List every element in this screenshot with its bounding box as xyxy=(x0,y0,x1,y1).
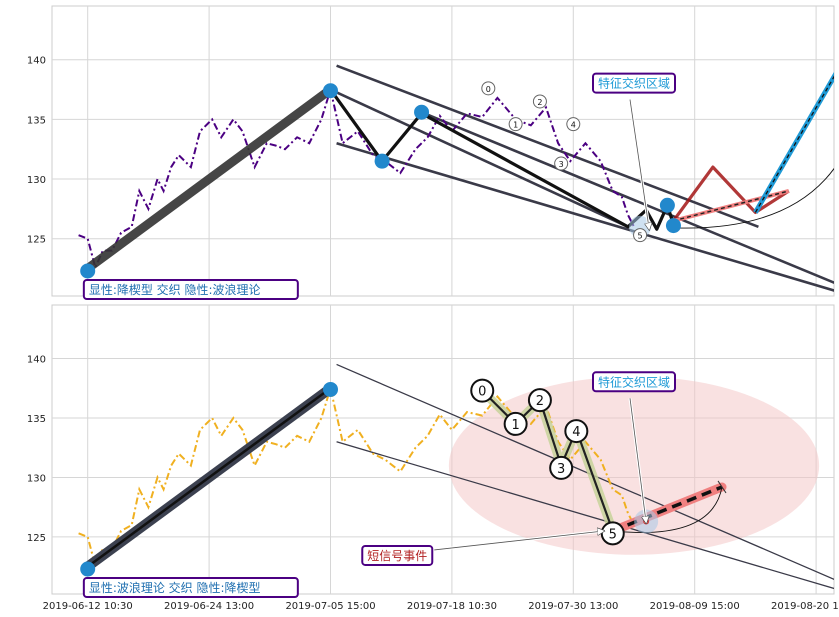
y-tick-label: 125 xyxy=(27,533,46,544)
annotation-text: 短信号事件 xyxy=(367,549,427,563)
annotation-box xyxy=(592,72,676,94)
y-tick-label: 140 xyxy=(27,355,46,366)
x-tick-label: 2019-07-30 13:00 xyxy=(528,601,618,612)
wave-count-label: 0 xyxy=(486,85,491,94)
annotation-box xyxy=(82,577,299,598)
trendline xyxy=(336,363,834,581)
wave-count-badge xyxy=(481,81,496,96)
pivot-marker xyxy=(665,218,681,234)
x-tick-label: 2019-08-09 15:00 xyxy=(650,601,740,612)
pivot-marker xyxy=(323,83,338,99)
pivot-marker xyxy=(414,104,430,120)
pivot-marker xyxy=(374,153,390,169)
y-tick-label: 140 xyxy=(27,56,46,67)
price-series-line xyxy=(78,85,635,271)
annotation-arrow xyxy=(629,99,649,230)
trendline xyxy=(421,111,834,285)
y-tick-label: 125 xyxy=(27,235,46,246)
wave-count-badge xyxy=(564,419,589,444)
wave-count-badge xyxy=(532,94,547,109)
projection-dashed-line xyxy=(673,190,789,222)
pivot-marker xyxy=(323,381,338,397)
annotation-text: 特征交织区域 xyxy=(598,76,670,91)
projection-dashed-line xyxy=(612,485,723,533)
plot-area: 0 1 2 3 4 5 xyxy=(78,64,834,292)
x-tick-label: 2019-07-05 15:00 xyxy=(285,601,375,612)
wave-count-label: 1 xyxy=(513,121,518,130)
y-tick-label: 135 xyxy=(27,414,46,425)
x-tick-label: 2019-08-20 15:00 xyxy=(771,601,839,612)
wave-count-label: 5 xyxy=(609,527,617,542)
annotation-text: 显性:降楔型 交织 隐性:波浪理论 xyxy=(89,282,261,297)
wave-count-label: 3 xyxy=(559,160,564,169)
wedge-leg xyxy=(83,85,335,274)
wave-count-label: 4 xyxy=(572,425,580,440)
annotation-arrow xyxy=(434,531,603,551)
wave-count-label: 1 xyxy=(511,418,519,433)
wave-count-badge xyxy=(549,455,574,480)
projection-zigzag-line xyxy=(672,165,790,222)
projection-cap xyxy=(717,480,727,494)
x-tick-label: 2019-06-24 13:00 xyxy=(164,601,254,612)
y-tick-label: 135 xyxy=(27,115,46,126)
target-arc xyxy=(676,167,834,229)
annotation-box xyxy=(592,371,676,393)
plot-area: 0 1 2 3 4 5 xyxy=(78,363,834,590)
y-tick-label: 130 xyxy=(27,175,46,186)
wave-count-badge xyxy=(470,378,495,403)
wave-count-label: 0 xyxy=(478,385,486,400)
wave-count-label: 2 xyxy=(536,394,544,409)
wave-count-badge xyxy=(508,117,523,132)
projection-arc xyxy=(612,486,723,533)
pivot-marker xyxy=(80,561,96,577)
pivot-marker xyxy=(80,263,96,279)
wave-count-label: 2 xyxy=(537,98,542,107)
trendline xyxy=(329,88,629,228)
wave-count-badge xyxy=(527,388,552,413)
annotation-arrow xyxy=(629,398,646,522)
pivot-marker xyxy=(659,197,675,213)
trendline xyxy=(336,141,834,292)
annotation-box xyxy=(361,544,434,566)
wave-count-badge xyxy=(554,156,569,171)
target-projection-dash xyxy=(754,75,834,213)
plot-frame xyxy=(51,5,835,297)
wave-count-label: 3 xyxy=(557,462,565,477)
annotation-box xyxy=(82,279,299,300)
annotation-text: 特征交织区域 xyxy=(598,374,670,389)
wave-count-badge xyxy=(503,411,528,436)
wave-count-badge xyxy=(633,228,648,243)
wave-count-badge xyxy=(566,117,581,132)
y-tick-label: 130 xyxy=(27,473,46,484)
x-tick-label: 2019-06-12 10:30 xyxy=(43,601,133,612)
wedge-leg-core xyxy=(86,387,332,568)
highlight-region xyxy=(448,376,820,555)
wave-count-label: 5 xyxy=(638,232,643,241)
annotation-text: 显性:波浪理论 交织 隐性:降楔型 xyxy=(89,580,261,595)
x-tick-label: 2019-07-18 10:30 xyxy=(407,601,497,612)
wave-count-label: 4 xyxy=(571,121,576,130)
